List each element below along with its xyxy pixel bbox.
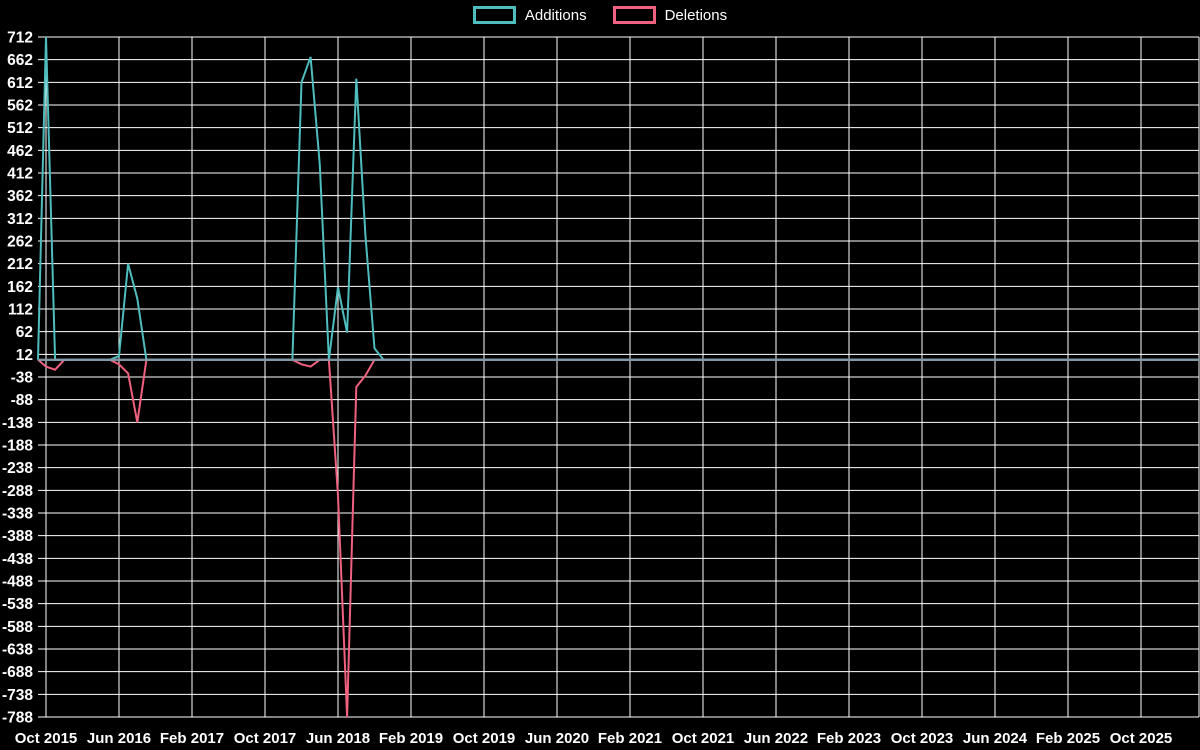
- y-axis-tick-label: 512: [7, 120, 33, 137]
- x-axis-tick-label: Oct 2017: [234, 730, 297, 747]
- legend-label-deletions: Deletions: [664, 6, 728, 24]
- x-axis-tick-label: Feb 2019: [379, 730, 443, 747]
- y-axis-tick-label: 662: [7, 52, 33, 69]
- x-axis-tick-label: Oct 2023: [891, 730, 954, 747]
- y-axis-tick-label: 562: [7, 98, 33, 115]
- y-axis-tick-label: -488: [2, 574, 33, 591]
- y-axis-tick-label: -138: [2, 415, 33, 432]
- y-axis-tick-label: 712: [7, 30, 33, 47]
- x-axis-tick-label: Feb 2017: [160, 730, 224, 747]
- y-axis-tick-label: 262: [7, 234, 33, 251]
- chart-legend: Additions Deletions: [0, 6, 1200, 24]
- y-axis-tick-label: 112: [8, 302, 33, 319]
- series-line-deletions: [37, 358, 1199, 718]
- legend-label-additions: Additions: [524, 6, 587, 24]
- x-axis-tick-label: Oct 2021: [672, 730, 735, 747]
- legend-item-additions[interactable]: Additions: [472, 6, 587, 24]
- x-axis-tick-label: Jun 2022: [744, 730, 808, 747]
- x-axis-tick-label: Jun 2024: [963, 730, 1028, 747]
- x-axis-tick-label: Oct 2015: [15, 730, 78, 747]
- y-axis-tick-label: -538: [2, 596, 33, 613]
- x-axis-tick-label: Oct 2025: [1110, 730, 1173, 747]
- x-axis-tick-label: Jun 2016: [87, 730, 151, 747]
- legend-item-deletions[interactable]: Deletions: [612, 6, 728, 24]
- y-axis-tick-label: 212: [7, 256, 33, 273]
- y-axis-tick-label: -338: [2, 506, 33, 523]
- additions-swatch-icon: [472, 6, 516, 24]
- y-axis-tick-label: -88: [11, 392, 34, 409]
- y-axis-tick-label: -288: [2, 483, 33, 500]
- x-axis-tick-label: Oct 2019: [453, 730, 516, 747]
- y-axis-tick-label: -788: [2, 710, 33, 727]
- y-axis-tick-label: 62: [16, 324, 33, 341]
- x-axis-tick-label: Feb 2025: [1036, 730, 1100, 747]
- y-axis-tick-label: 462: [7, 143, 33, 160]
- y-axis-tick-label: -238: [2, 460, 33, 477]
- x-axis-tick-label: Jun 2018: [306, 730, 370, 747]
- y-axis-tick-label: 12: [16, 347, 33, 364]
- y-axis-tick-label: -588: [2, 619, 33, 636]
- y-axis-tick-label: 162: [7, 279, 33, 296]
- y-axis-tick-label: -438: [2, 551, 33, 568]
- y-axis-tick-label: -188: [2, 438, 33, 455]
- deletions-swatch-icon: [612, 6, 656, 24]
- y-axis-tick-label: -738: [2, 687, 33, 704]
- y-axis-tick-label: 412: [7, 166, 33, 183]
- y-axis-tick-label: 612: [7, 75, 33, 92]
- y-axis-tick-label: -38: [11, 370, 34, 387]
- x-axis-tick-label: Feb 2021: [598, 730, 662, 747]
- series-line-additions: [37, 36, 1199, 361]
- x-axis-tick-label: Jun 2020: [525, 730, 589, 747]
- y-axis-tick-label: -688: [2, 664, 33, 681]
- y-axis-tick-label: 362: [7, 188, 33, 205]
- y-axis-tick-label: -638: [2, 642, 33, 659]
- y-axis-tick-label: -388: [2, 528, 33, 545]
- x-axis-tick-label: Feb 2023: [817, 730, 881, 747]
- y-axis-tick-label: 312: [7, 211, 33, 228]
